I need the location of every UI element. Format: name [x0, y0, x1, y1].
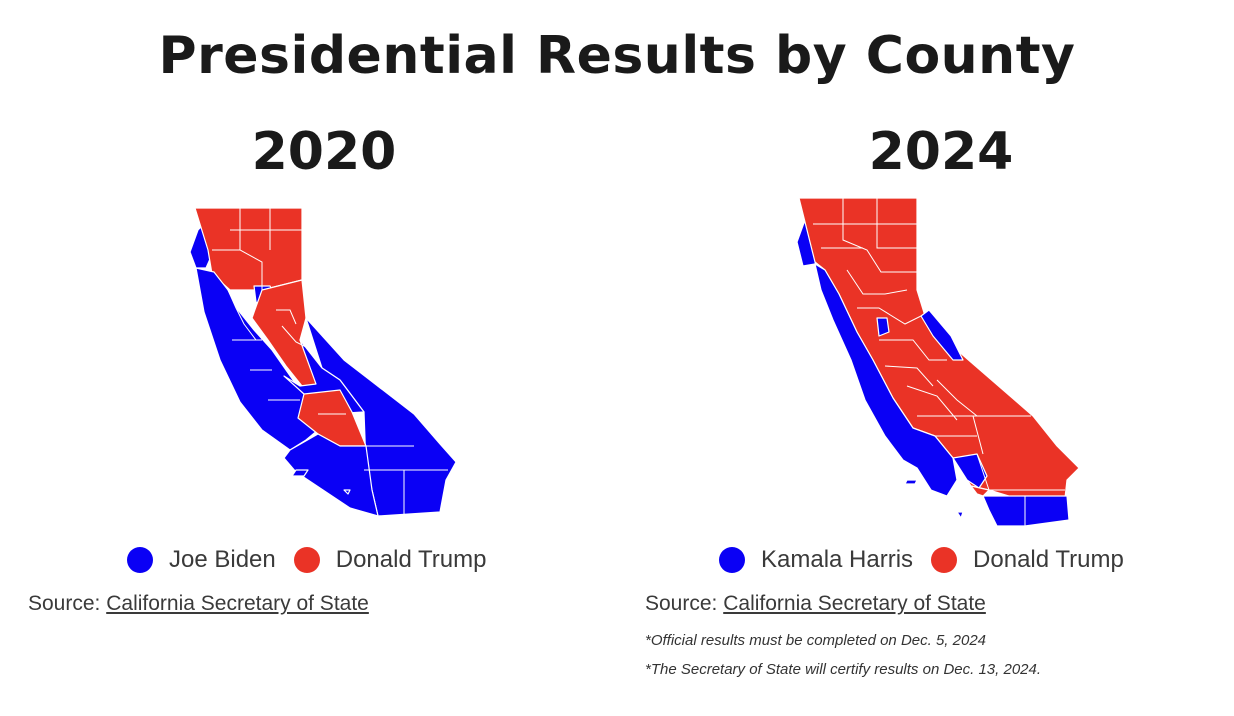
source-link[interactable]: California Secretary of State	[723, 592, 986, 615]
dem-swatch	[719, 547, 745, 573]
main-title: Presidential Results by County	[158, 26, 1076, 86]
county-region	[343, 489, 351, 495]
county-region	[283, 433, 379, 517]
county-region	[982, 495, 1070, 527]
map-panel-2020: 2020	[28, 122, 505, 616]
county-region	[291, 469, 309, 477]
map-legend: Kamala Harris Donald Trump	[719, 546, 1142, 574]
legend-label: Joe Biden	[169, 546, 276, 573]
county-region	[956, 511, 964, 519]
legend-label: Donald Trump	[335, 546, 487, 573]
legend-label: Donald Trump	[973, 546, 1124, 573]
rep-swatch	[293, 547, 320, 573]
county-region	[920, 309, 964, 361]
source-prefix: Source:	[28, 592, 101, 615]
footnote: *Official results must be completed on D…	[645, 632, 987, 649]
source-link[interactable]: California Secretary of State	[106, 592, 369, 615]
county-region	[814, 263, 958, 497]
legend-item: Donald Trump	[931, 546, 1124, 574]
county-region	[194, 207, 303, 291]
california-county-map	[189, 207, 457, 517]
map-panel-2024: 2024	[617, 0, 1234, 716]
california-county-map	[796, 197, 1080, 527]
legend-item: Kamala Harris	[719, 546, 913, 574]
source-line: Source: California Secretary of State	[645, 592, 986, 616]
source-prefix: Source:	[645, 592, 718, 615]
legend-item: Donald Trump	[293, 546, 487, 574]
dem-swatch	[127, 547, 153, 573]
footnote: *The Secretary of State will certify res…	[645, 661, 1042, 678]
legend-item: Joe Biden	[127, 546, 276, 574]
legend-label: Kamala Harris	[761, 546, 914, 573]
map-legend: Joe Biden Donald Trump	[127, 546, 505, 574]
county-region	[904, 479, 918, 485]
rep-swatch	[931, 547, 958, 573]
county-region	[876, 317, 890, 337]
county-region	[970, 485, 990, 497]
county-region	[952, 453, 988, 489]
year-heading: 2020	[251, 122, 397, 182]
source-line: Source: California Secretary of State	[28, 592, 369, 616]
year-heading: 2024	[868, 122, 1014, 182]
